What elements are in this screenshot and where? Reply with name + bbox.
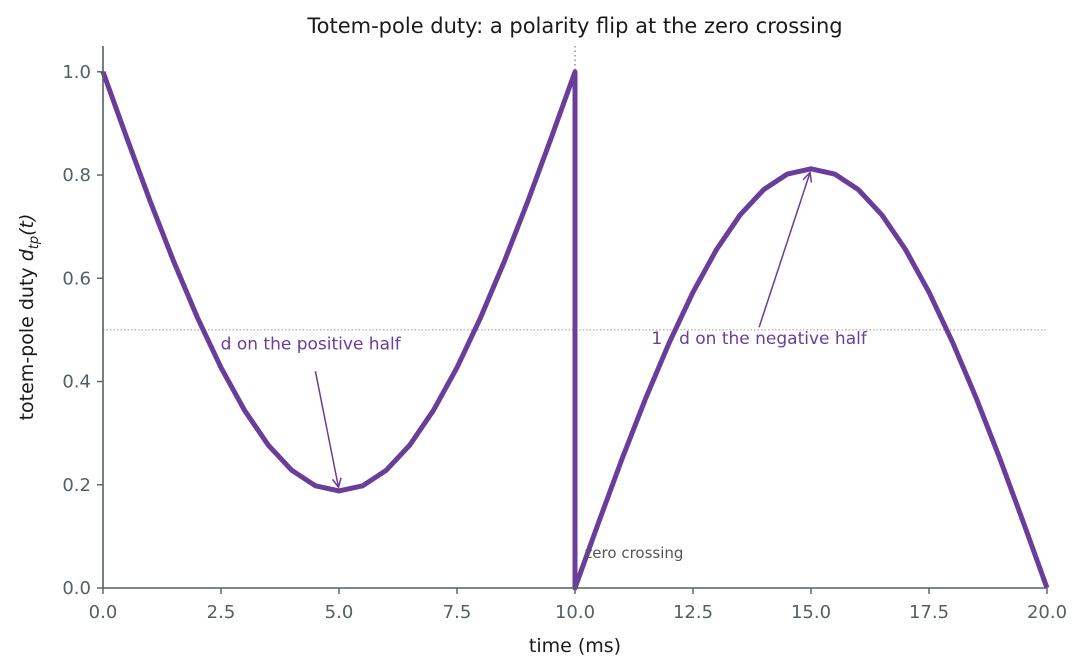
annotation-label: d on the positive half bbox=[221, 335, 402, 355]
y-axis-label-subscript: tp bbox=[27, 236, 42, 249]
annotation-arrow-line bbox=[758, 172, 811, 328]
annotation-arrow-head bbox=[802, 170, 813, 183]
x-tick-label: 10.0 bbox=[555, 602, 595, 623]
y-tick-label: 0.2 bbox=[62, 475, 91, 496]
x-tick-label: 20.0 bbox=[1027, 602, 1067, 623]
x-tick-label: 0.0 bbox=[89, 602, 118, 623]
x-tick-label: 5.0 bbox=[325, 602, 354, 623]
x-tick-label: 17.5 bbox=[909, 602, 949, 623]
y-axis-label-symbol: d bbox=[16, 248, 38, 261]
y-ticks: 0.0 0.2 0.4 0.6 0.8 1.0 bbox=[62, 62, 103, 599]
x-tick-label: 12.5 bbox=[673, 602, 713, 623]
y-tick-label: 0.0 bbox=[62, 578, 91, 599]
annotation-arrow-line bbox=[314, 371, 340, 488]
y-axis-label-suffix: (t) bbox=[16, 214, 38, 236]
y-axis-label-main: totem-pole duty bbox=[16, 261, 38, 420]
annotation-zero-crossing: zero crossing bbox=[584, 544, 683, 562]
x-ticks: 0.0 2.5 5.0 7.5 10.0 12.5 15.0 17.5 20.0 bbox=[89, 588, 1067, 623]
x-axis-label: time (ms) bbox=[529, 635, 621, 657]
y-tick-label: 0.4 bbox=[62, 372, 91, 393]
y-tick-label: 0.8 bbox=[62, 165, 91, 186]
annotation-label: 1 - d on the negative half bbox=[651, 329, 868, 349]
x-tick-label: 15.0 bbox=[791, 602, 831, 623]
series-layer bbox=[100, 69, 1050, 591]
annotations: d on the positive half 1 - d on the negat… bbox=[221, 170, 868, 562]
x-tick-label: 2.5 bbox=[207, 602, 236, 623]
annotation-arrow-head bbox=[331, 477, 342, 490]
y-tick-label: 1.0 bbox=[62, 62, 91, 83]
x-tick-label: 7.5 bbox=[443, 602, 472, 623]
y-tick-label: 0.6 bbox=[62, 268, 91, 289]
chart-title: Totem-pole duty: a polarity flip at the … bbox=[306, 14, 842, 38]
y-axis-label: totem-pole duty dtp(t) bbox=[16, 214, 42, 421]
series-line-0 bbox=[100, 69, 1050, 591]
